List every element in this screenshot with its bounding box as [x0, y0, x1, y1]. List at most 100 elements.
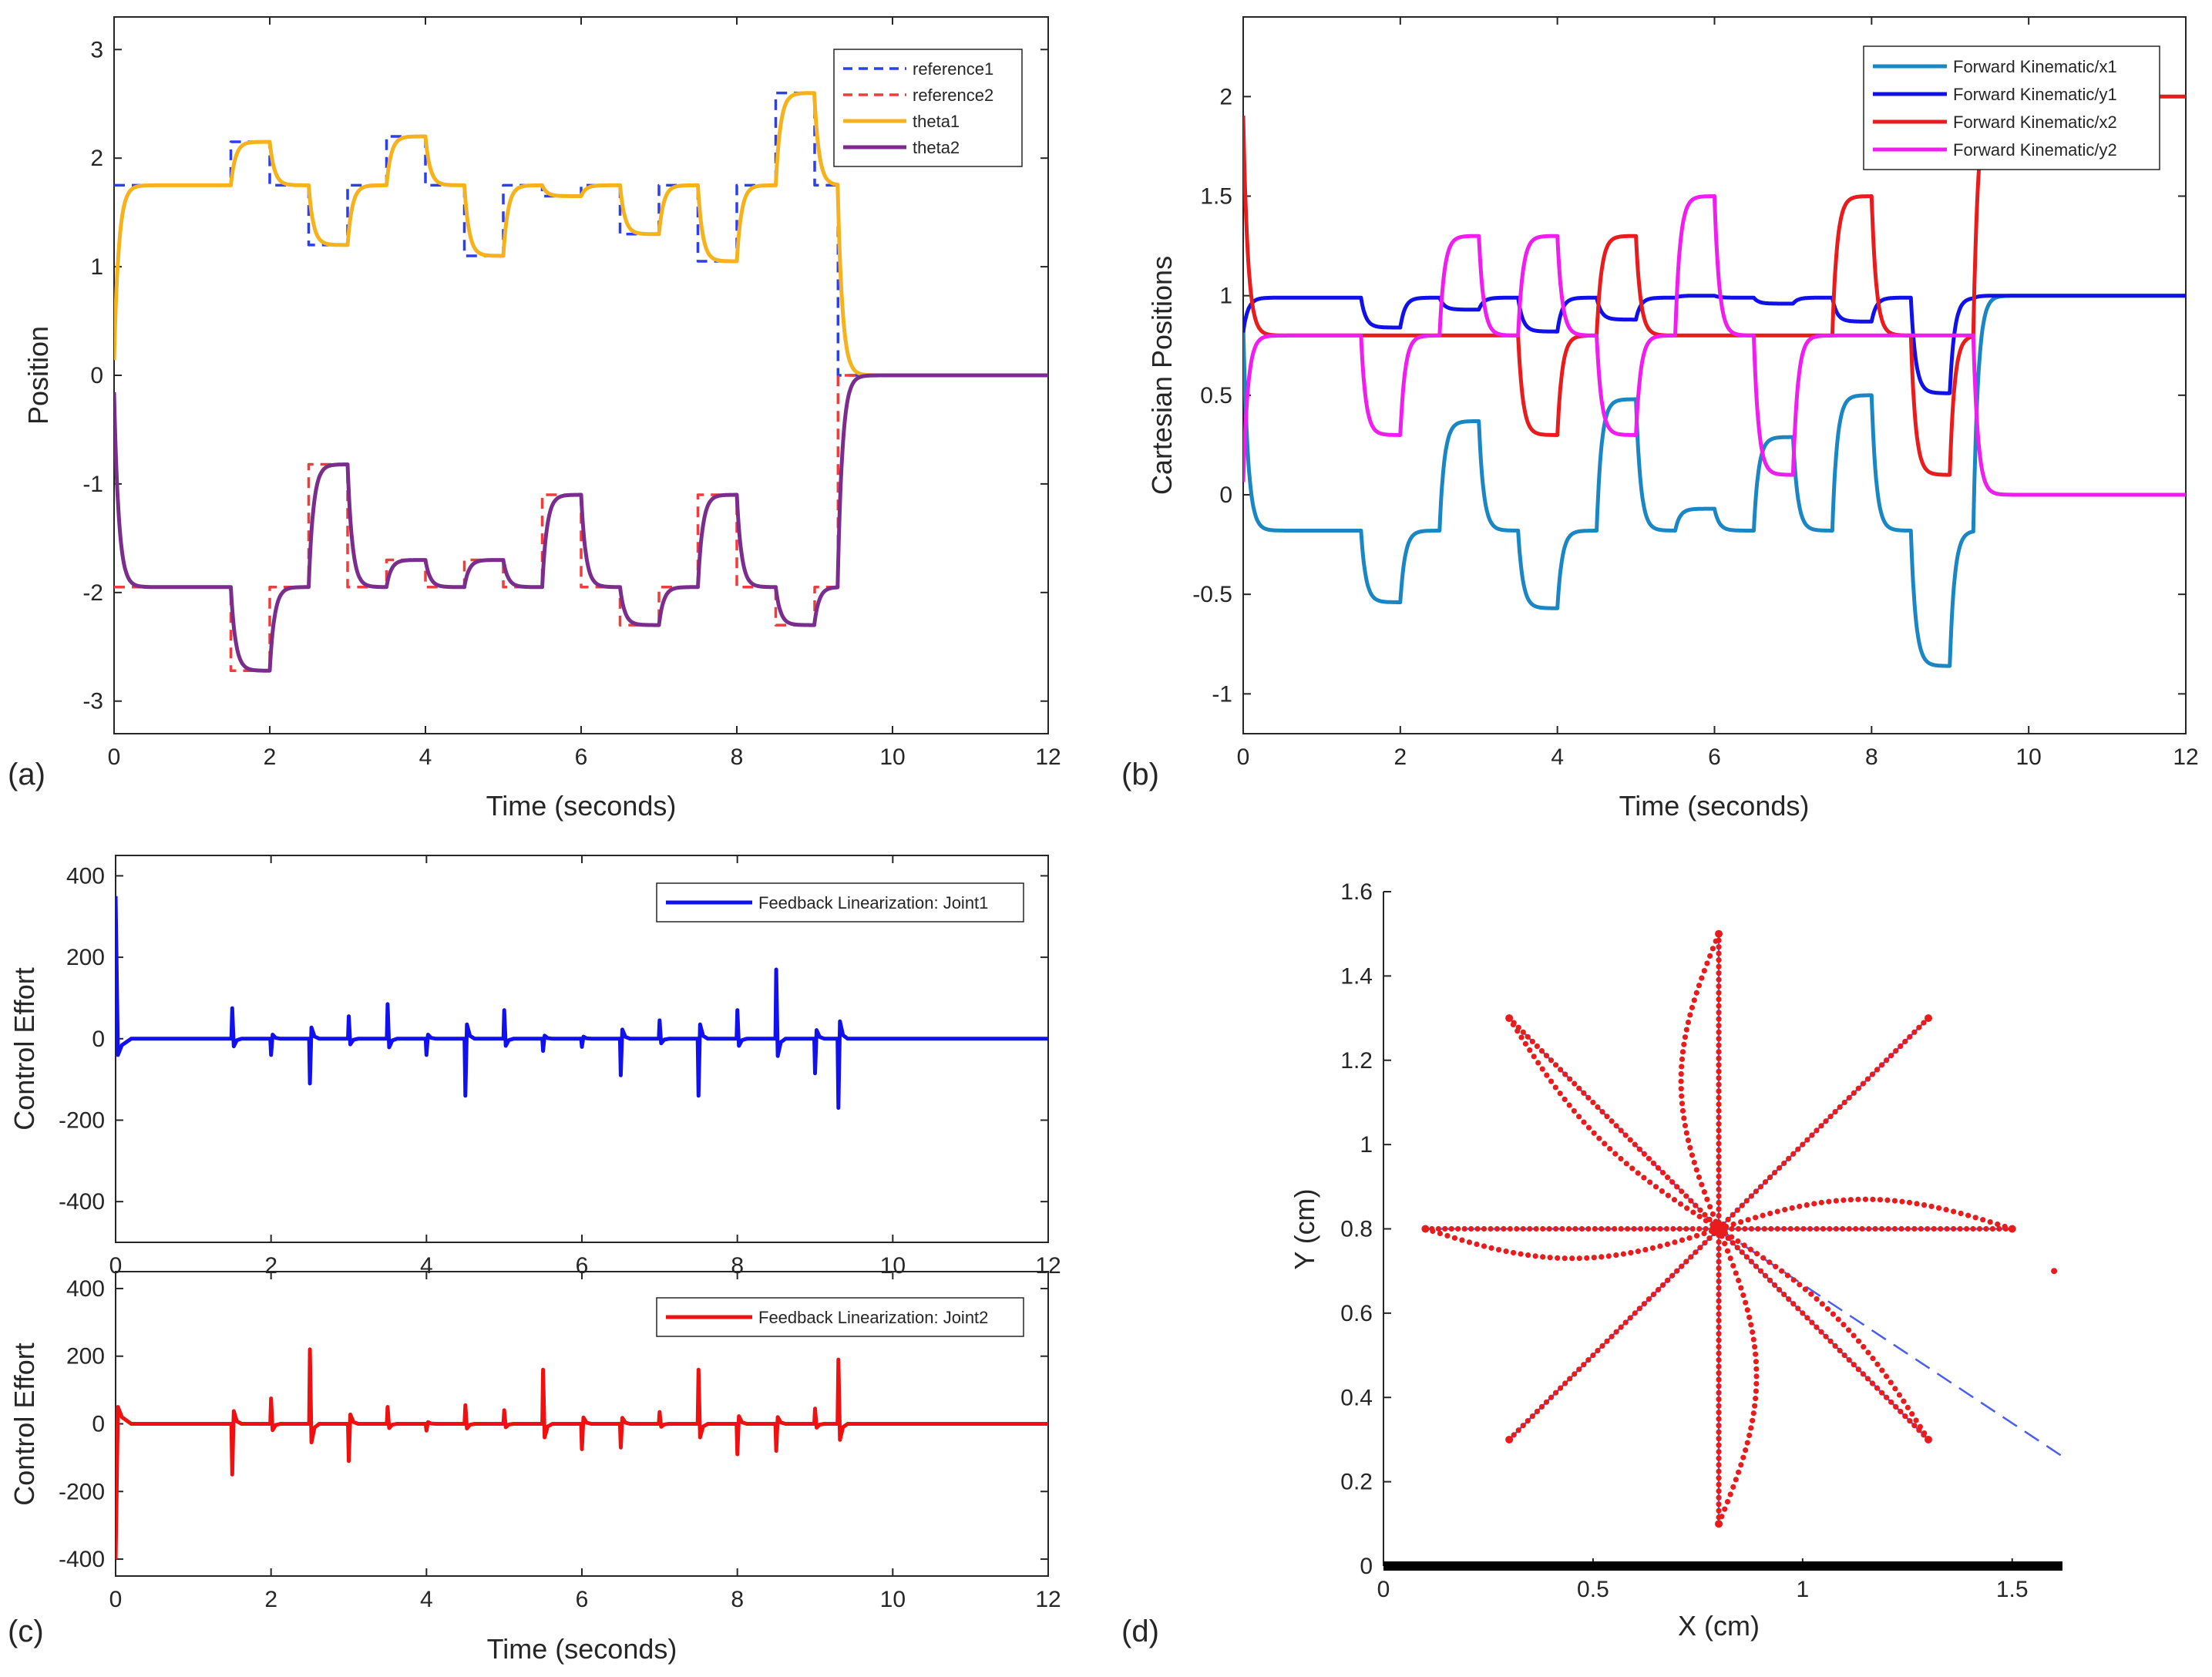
trajectory-point	[1584, 1255, 1590, 1261]
trajectory-point	[1725, 1216, 1731, 1222]
trajectory-point	[1535, 1060, 1541, 1066]
trajectory-point	[1693, 1202, 1699, 1208]
trajectory-point	[1746, 1432, 1753, 1439]
trajectory-point	[1869, 1380, 1876, 1386]
trajectory-point	[1716, 1180, 1722, 1186]
y-tick-label: 0	[90, 363, 103, 388]
trajectory-point	[1761, 1225, 1767, 1232]
trajectory-point	[1669, 1272, 1676, 1279]
trajectory-point	[1527, 1047, 1533, 1054]
trajectory-point	[1716, 1016, 1722, 1022]
trajectory-point	[1562, 1380, 1568, 1386]
trajectory-point	[1743, 1447, 1749, 1454]
trajectory-point	[1716, 1075, 1722, 1081]
y-tick-label: 200	[66, 1344, 105, 1369]
trajectory-point	[1921, 1020, 1927, 1026]
trajectory-point	[1581, 1362, 1587, 1368]
trajectory-point	[1748, 1193, 1754, 1199]
trajectory-point	[1859, 1225, 1865, 1232]
trajectory-point	[1716, 1383, 1722, 1390]
trajectory-point	[1451, 1235, 1458, 1241]
trajectory-point	[1699, 975, 1705, 981]
trajectory-point	[1691, 997, 1697, 1003]
trajectory-point	[1938, 1225, 1944, 1232]
y-tick-label: 1	[1219, 284, 1232, 309]
trajectory-point	[1777, 1286, 1783, 1293]
trajectory-point	[1753, 1351, 1759, 1357]
trajectory-point	[1911, 1029, 1918, 1035]
trajectory-point	[1693, 1167, 1699, 1173]
x-tick-label: 4	[419, 744, 432, 770]
trajectory-point	[1585, 1225, 1592, 1232]
trajectory-point	[1697, 1245, 1703, 1251]
trajectory-point	[1898, 1225, 1904, 1232]
trajectory-point	[1576, 1255, 1582, 1262]
trajectory-point	[1722, 1241, 1728, 1247]
trajectory-point	[1618, 1155, 1624, 1162]
trajectory-point	[1618, 1225, 1624, 1232]
trajectory-point	[1804, 1315, 1810, 1321]
trajectory-point	[1851, 1090, 1857, 1096]
trajectory-point	[1707, 953, 1713, 959]
chart-c2-xlabel: Time (seconds)	[487, 1633, 677, 1665]
trajectory-point	[1753, 1263, 1760, 1269]
trajectory-point	[1679, 1237, 1686, 1243]
trajectory-point	[1659, 1282, 1666, 1289]
trajectory-point	[1591, 1130, 1597, 1136]
trajectory-point	[1739, 1202, 1745, 1208]
trajectory-point	[1659, 1188, 1665, 1195]
trajectory-point	[1674, 1184, 1680, 1190]
trajectory-point	[1727, 1491, 1733, 1497]
trajectory-point	[1989, 1225, 1995, 1232]
trajectory-point	[1774, 1208, 1780, 1215]
trajectory-point	[1738, 1285, 1744, 1291]
trajectory-point	[1689, 1152, 1696, 1158]
trajectory-point	[1748, 1425, 1754, 1431]
trajectory-point	[1649, 1245, 1656, 1251]
trajectory-point	[1874, 1067, 1881, 1073]
trajectory-point	[1663, 1225, 1669, 1232]
trajectory-point	[1596, 1135, 1602, 1141]
trajectory-point	[1552, 1062, 1559, 1068]
trajectory-point	[1613, 1123, 1619, 1129]
trajectory-point	[1703, 1225, 1709, 1232]
trajectory-point	[1855, 1338, 1862, 1344]
trajectory-point	[1902, 1413, 1908, 1420]
trajectory-point	[1951, 1208, 1957, 1215]
trajectory-point	[1883, 1373, 1890, 1380]
y-tick-label: -400	[59, 1547, 105, 1572]
trajectory-point	[1598, 1225, 1605, 1232]
trajectory-point	[1716, 1350, 1722, 1356]
trajectory-point	[1748, 1259, 1754, 1265]
trajectory-point	[1716, 1062, 1722, 1068]
trajectory-point	[1888, 1399, 1894, 1405]
y-tick-label: 0.4	[1340, 1385, 1373, 1410]
trajectory-point	[1716, 1468, 1722, 1474]
trajectory-point	[1716, 1344, 1722, 1350]
trajectory-point	[1494, 1225, 1501, 1232]
trajectory-point	[1529, 1413, 1535, 1420]
trajectory-point	[1716, 990, 1722, 996]
trajectory-point	[1578, 1225, 1585, 1232]
trajectory-point	[1738, 1218, 1744, 1225]
y-tick-label: 1	[90, 254, 103, 280]
trajectory-point	[1861, 1343, 1867, 1350]
trajectory-point	[1716, 1107, 1722, 1114]
trajectory-point	[1525, 1033, 1531, 1040]
trajectory-point	[1716, 1265, 1722, 1272]
trajectory-point	[1632, 1141, 1638, 1148]
trajectory-point	[1716, 1036, 1722, 1042]
trajectory-point	[1503, 1249, 1509, 1255]
trajectory-point	[1716, 1396, 1722, 1403]
trajectory-point	[1585, 1124, 1592, 1131]
trajectory-point	[1625, 1225, 1631, 1232]
trajectory-point	[1716, 1311, 1722, 1317]
trajectory-point	[1514, 1225, 1520, 1232]
trajectory-point	[1902, 1038, 1908, 1045]
trajectory-point	[1678, 1086, 1684, 1092]
trajectory-point	[1748, 1225, 1754, 1232]
trajectory-point	[1461, 1225, 1467, 1232]
reference-line	[1718, 1017, 1929, 1230]
trajectory-point	[1716, 1376, 1722, 1383]
trajectory-point	[1935, 1205, 1942, 1212]
